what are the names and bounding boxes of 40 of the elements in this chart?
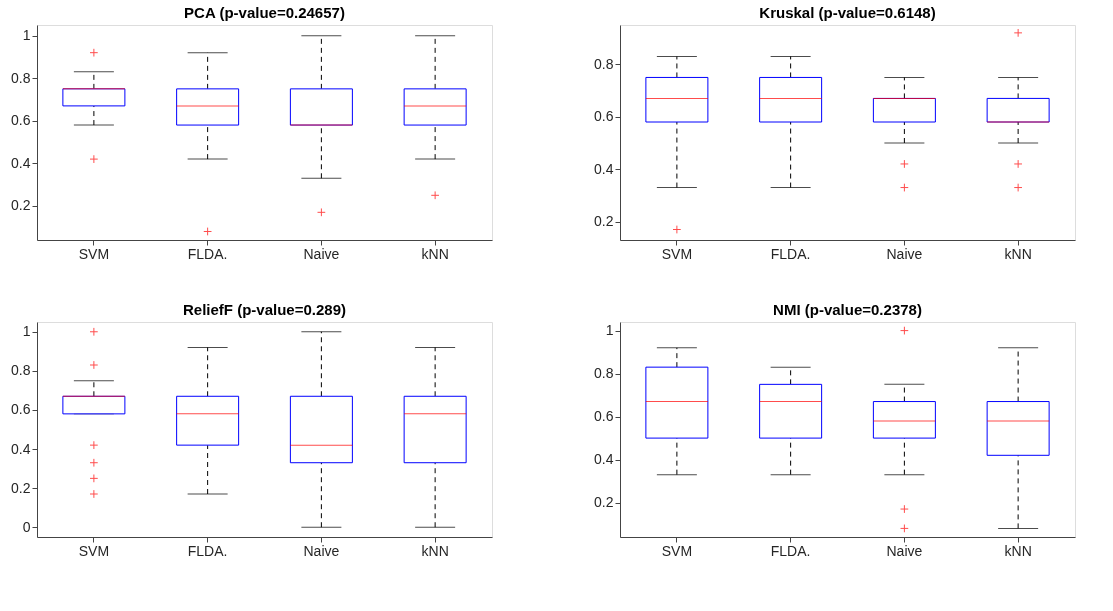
x-tick-label: SVM	[78, 542, 110, 559]
y-tick-label: 1	[22, 27, 31, 44]
y-tick-label: 0.4	[594, 451, 614, 468]
y-tick-label: 0.4	[594, 160, 614, 177]
x-tick-label: Naive	[303, 245, 340, 262]
x-tick-label: Naive	[886, 542, 923, 559]
y-tick-label: 0.2	[11, 197, 31, 214]
y-tick-label: 0.8	[11, 362, 31, 379]
x-tick-label: Naive	[303, 542, 340, 559]
y-tick-label: 1	[22, 323, 31, 340]
y-tick-label: 0	[22, 518, 31, 535]
y-tick-label: 0.8	[11, 69, 31, 86]
x-tick-label: SVM	[661, 245, 693, 262]
x-tick-label: kNN	[1004, 245, 1032, 262]
y-tick-label: 0.6	[594, 108, 614, 125]
x-tick-label: FLDA.	[770, 542, 811, 559]
y-tick-label: 1	[605, 322, 614, 339]
y-tick-label: 0.2	[11, 479, 31, 496]
x-tick-label: SVM	[661, 542, 693, 559]
y-tick-label: 0.6	[11, 401, 31, 418]
x-tick-label: kNN	[421, 245, 449, 262]
y-tick-label: 0.6	[11, 112, 31, 129]
chart-title: PCA (p-value=0.24657)	[184, 4, 345, 21]
y-tick-label: 0.2	[594, 494, 614, 511]
x-tick-label: SVM	[78, 245, 110, 262]
y-tick-label: 0.8	[594, 365, 614, 382]
chart-title: Kruskal (p-value=0.6148)	[759, 4, 936, 21]
x-tick-label: FLDA.	[187, 245, 228, 262]
chart-title: NMI (p-value=0.2378)	[773, 301, 922, 318]
x-tick-label: kNN	[421, 542, 449, 559]
x-tick-label: FLDA.	[187, 542, 228, 559]
y-tick-label: 0.4	[11, 440, 31, 457]
y-tick-label: 0.8	[594, 55, 614, 72]
y-tick-label: 0.2	[594, 213, 614, 230]
y-tick-label: 0.4	[11, 154, 31, 171]
x-tick-label: Naive	[886, 245, 923, 262]
chart-title: ReliefF (p-value=0.289)	[183, 301, 346, 318]
y-tick-label: 0.6	[594, 408, 614, 425]
x-tick-label: FLDA.	[770, 245, 811, 262]
x-tick-label: kNN	[1004, 542, 1032, 559]
